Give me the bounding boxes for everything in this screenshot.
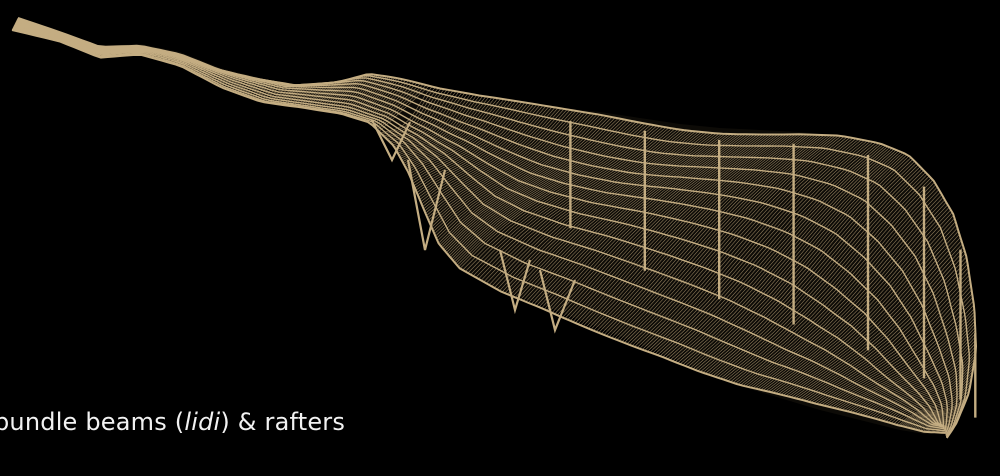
v-brace [371,119,411,163]
bundle-beams [11,17,978,439]
bundle-beam [13,25,944,427]
rafter [301,81,341,108]
rafter [318,77,357,111]
bundle-beam [15,22,945,430]
caption-term-lidi: lidi [184,408,221,436]
rafter [303,80,344,109]
v-brace [498,249,532,315]
bundle-beam [12,28,945,432]
v-brace [538,269,577,334]
bundle-beam [14,23,945,429]
bundle-beam [14,24,944,428]
bundle-beam [12,27,945,430]
caption-text-after: ) & rafters [220,408,346,436]
rafter [367,80,409,123]
rafter [273,84,310,104]
support-posts [371,119,977,418]
v-brace [406,159,447,251]
canopy-interior [12,18,976,434]
bundle-beam [13,26,944,428]
bundle-beam [13,25,944,427]
rafter [323,75,361,112]
rafter [326,75,363,112]
structure-interior-shading [12,18,976,434]
diagram-caption: bundle beams (lidi) & rafters [0,408,345,436]
caption-text-before: bundle beams ( [0,408,185,436]
rafter [321,76,359,111]
bundle-beam [11,29,946,434]
